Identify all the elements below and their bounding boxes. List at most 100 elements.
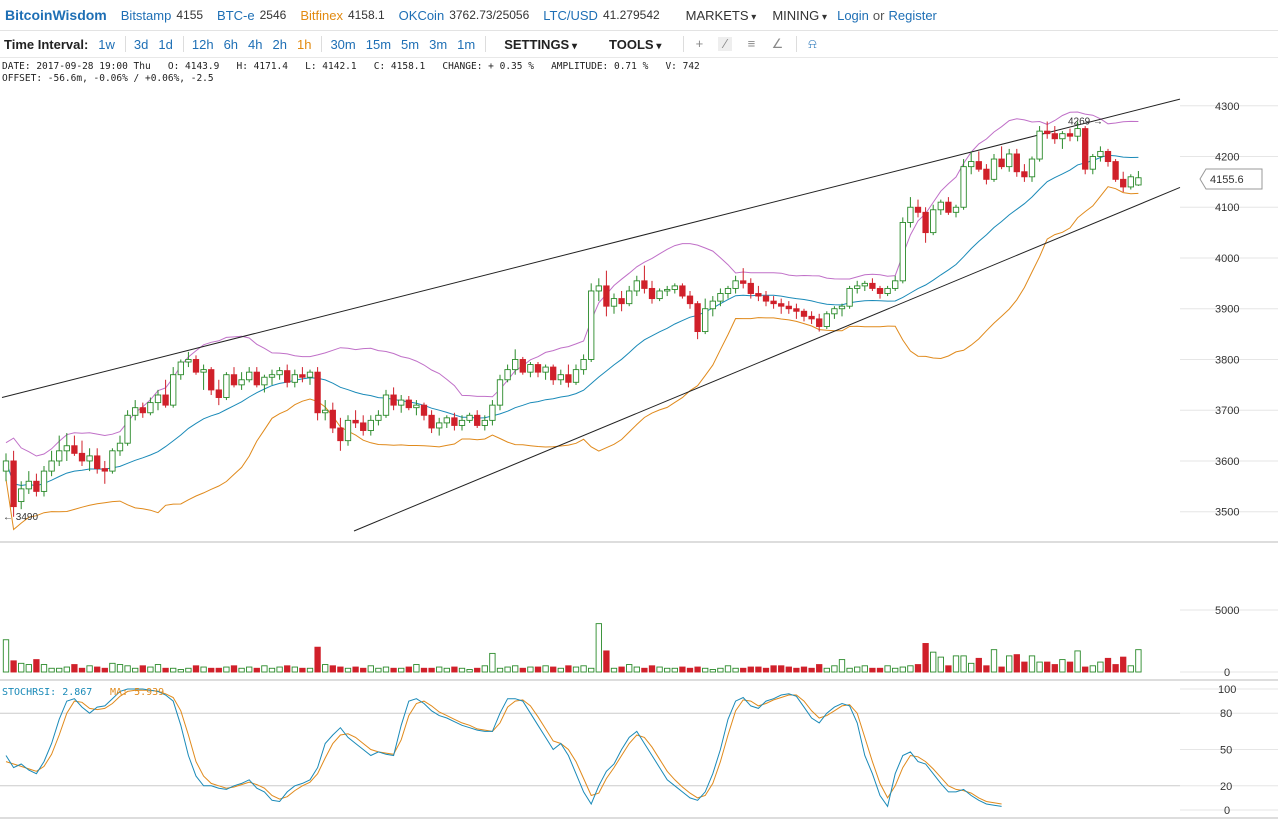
volume-bar — [1021, 661, 1028, 673]
candle-body — [717, 293, 724, 302]
crosshair-icon[interactable]: + — [695, 36, 704, 51]
market-okcoin[interactable]: OKCoin 3762.73/25056 — [399, 8, 544, 23]
tools-menu[interactable]: TOOLS — [609, 37, 661, 52]
fan-tool-icon[interactable]: ∠ — [771, 36, 784, 51]
candle-body — [686, 295, 694, 305]
volume-bar — [382, 666, 390, 673]
candle-body — [998, 158, 1005, 168]
volume-bar — [527, 666, 534, 673]
volume-bar — [1082, 666, 1089, 673]
divider — [796, 36, 798, 52]
volume-bar — [261, 665, 268, 673]
volume-bar — [291, 666, 298, 673]
toolbar: Time Interval: 1w 3d 1d 12h 6h 4h 2h 1h … — [0, 31, 1278, 58]
candle-body — [177, 361, 184, 376]
market-name: LTC/USD — [543, 7, 598, 23]
candle-body — [808, 315, 815, 320]
interval-1w[interactable]: 1w — [98, 36, 115, 52]
interval-1h[interactable]: 1h — [296, 36, 312, 52]
candles-group — [2, 121, 1142, 517]
candle-body — [443, 417, 450, 424]
candle-body — [291, 374, 298, 383]
volume-bar — [702, 667, 709, 673]
candle-body — [664, 288, 671, 292]
volume-bar — [337, 666, 344, 673]
candle-body — [1104, 150, 1112, 163]
volume-bar — [124, 665, 131, 673]
candle-body — [565, 374, 572, 383]
volume-bar — [519, 667, 526, 673]
candle-body — [930, 209, 937, 234]
interval-15m[interactable]: 15m — [365, 36, 392, 52]
volume-bar — [709, 669, 716, 673]
interval-1m[interactable]: 1m — [457, 36, 476, 52]
horizontal-lines-icon[interactable]: ≡ — [747, 36, 756, 51]
interval-30m[interactable]: 30m — [330, 36, 356, 52]
candle-body — [702, 308, 709, 333]
market-ltcusd[interactable]: LTC/USD 41.279542 — [543, 8, 673, 23]
volume-bar — [215, 667, 222, 673]
volume-bar — [94, 666, 101, 673]
volume-bar — [907, 665, 914, 673]
candle-body — [1089, 156, 1096, 170]
price-tick-label: 3700 — [1215, 405, 1239, 417]
candle-body — [869, 282, 876, 289]
volume-bar — [838, 659, 846, 673]
interval-5m[interactable]: 5m — [401, 36, 420, 52]
price-tick-label: 3900 — [1215, 304, 1239, 316]
volume-bar — [603, 650, 610, 673]
volume-bar — [405, 666, 412, 673]
interval-4h[interactable]: 4h — [248, 36, 263, 52]
volume-bar — [481, 665, 488, 673]
candle-body — [451, 417, 458, 426]
volume-bar — [884, 665, 891, 673]
volume-bar — [1120, 656, 1127, 673]
candle-body — [854, 285, 861, 289]
volume-bar — [306, 667, 314, 673]
volume-bar — [922, 643, 929, 673]
market-bitstamp[interactable]: Bitstamp 4155 — [121, 8, 217, 23]
market-btce[interactable]: BTC-e 2546 — [217, 8, 300, 23]
register-link[interactable]: Register — [888, 7, 937, 23]
login-link[interactable]: Login — [837, 7, 869, 23]
candle-body — [215, 389, 222, 398]
candle-body — [162, 394, 169, 406]
volume-bar — [565, 665, 572, 673]
candle-body — [762, 295, 770, 302]
volume-bar — [360, 667, 367, 673]
volume-bar — [230, 665, 238, 673]
volume-tick-label: 5000 — [1215, 605, 1239, 617]
volume-bar — [458, 667, 466, 673]
volume-bar — [253, 667, 260, 673]
interval-1d[interactable]: 1d — [158, 36, 173, 52]
stoch-ma-label: MA: 5.939 — [110, 687, 164, 698]
interval-2h[interactable]: 2h — [272, 36, 287, 52]
candle-body — [375, 414, 382, 421]
volume-bar — [861, 665, 868, 673]
interval-6h[interactable]: 6h — [223, 36, 239, 52]
markets-menu[interactable]: MARKETS — [686, 8, 757, 23]
volume-bar — [177, 669, 184, 673]
candle-body — [610, 298, 618, 307]
market-bitfinex[interactable]: Bitfinex 4158.1 — [300, 8, 398, 23]
interval-12h[interactable]: 12h — [191, 36, 214, 52]
candle-body — [648, 287, 656, 300]
candle-body — [208, 369, 215, 391]
interval-3d[interactable]: 3d — [133, 36, 149, 52]
volume-bar — [960, 655, 967, 673]
market-price: 4158.1 — [347, 8, 385, 22]
candle-body — [588, 290, 595, 360]
brand-logo[interactable]: BitcoinWisdom — [5, 7, 107, 23]
interval-3m[interactable]: 3m — [429, 36, 448, 52]
line-tool-icon[interactable]: ∕ — [718, 37, 733, 51]
candle-body — [892, 280, 899, 289]
bell-icon[interactable]: ⍾ — [808, 36, 817, 51]
mining-menu[interactable]: MINING — [772, 8, 827, 23]
volume-bar — [747, 666, 754, 673]
volume-bar — [443, 667, 450, 673]
candle-body — [899, 222, 906, 282]
candle-body — [56, 450, 63, 462]
candle-body — [261, 376, 268, 386]
settings-menu[interactable]: SETTINGS — [504, 37, 577, 52]
